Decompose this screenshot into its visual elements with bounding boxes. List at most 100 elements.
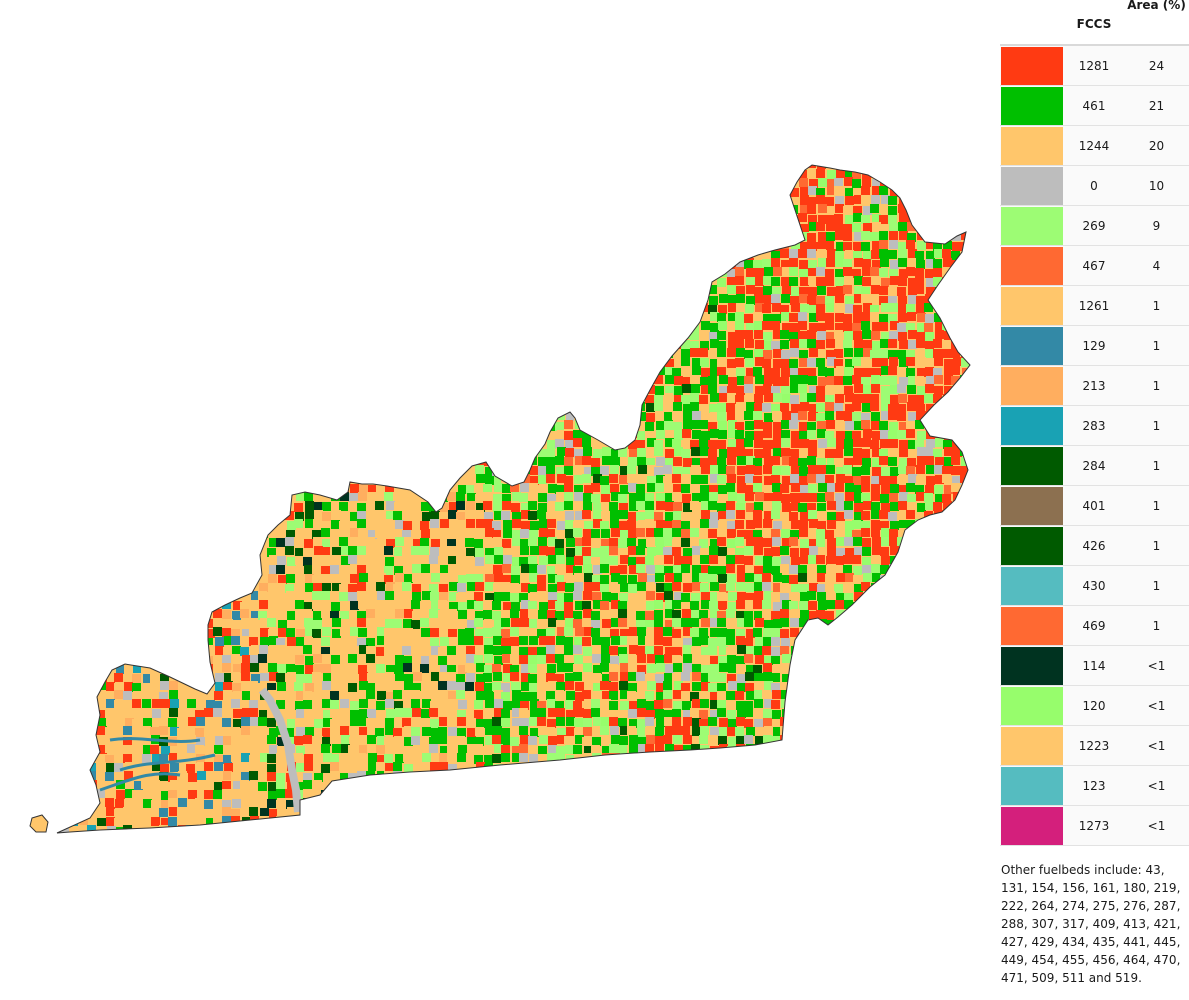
fuelbed-cell xyxy=(169,574,178,583)
fuelbed-cell xyxy=(440,519,449,528)
fuelbed-cell xyxy=(80,465,89,474)
fuelbed-cell xyxy=(521,165,530,169)
fuelbed-cell xyxy=(35,287,44,296)
fuelbed-cell xyxy=(169,357,178,366)
fuelbed-cell xyxy=(699,285,708,294)
fuelbed-cell xyxy=(861,521,870,530)
fuelbed-cell xyxy=(278,178,287,187)
fuelbed-cell xyxy=(547,393,556,402)
fuelbed-cell xyxy=(69,170,78,179)
fuelbed-cell xyxy=(719,233,728,242)
fuelbed-cell xyxy=(124,422,133,431)
fuelbed-cell xyxy=(510,214,519,223)
fuelbed-cell xyxy=(933,349,942,358)
fuelbed-cell xyxy=(519,332,528,341)
fuelbed-cell xyxy=(782,521,791,530)
fuelbed-cell xyxy=(231,385,240,394)
fuelbed-cell xyxy=(555,456,564,465)
fuelbed-cell xyxy=(736,510,745,519)
fuelbed-cell xyxy=(69,465,78,474)
fuelbed-cell xyxy=(944,314,953,323)
fuelbed-cell xyxy=(268,287,277,296)
fuelbed-cell xyxy=(395,422,404,431)
fuelbed-cell xyxy=(88,323,97,332)
fuelbed-cell xyxy=(735,177,744,186)
fuelbed-cell xyxy=(97,313,106,322)
fuelbed-cell xyxy=(861,528,870,537)
fuelbed-cell xyxy=(204,341,213,350)
fuelbed-cell xyxy=(727,574,736,583)
fuelbed-cell xyxy=(106,548,115,557)
fuelbed-cell xyxy=(826,556,835,565)
fuelbed-cell xyxy=(116,305,125,314)
fuelbed-cell xyxy=(816,169,825,178)
fuelbed-cell xyxy=(404,430,413,439)
fuelbed-cell xyxy=(114,393,123,402)
fuelbed-cell xyxy=(312,312,321,321)
fuelbed-cell xyxy=(764,548,773,557)
fuelbed-cell xyxy=(420,341,429,350)
fuelbed-cell xyxy=(962,564,970,573)
fuelbed-cell xyxy=(925,411,934,420)
fuelbed-cell xyxy=(719,529,728,538)
fuelbed-cell xyxy=(170,475,179,484)
fuelbed-cell xyxy=(843,242,852,251)
fuelbed-cell xyxy=(564,404,573,413)
fuelbed-cell xyxy=(618,276,627,285)
fuelbed-cell xyxy=(602,168,611,177)
fuelbed-cell xyxy=(484,332,493,341)
fuelbed-cell xyxy=(57,332,60,341)
fuelbed-cell xyxy=(665,321,674,330)
fuelbed-cell xyxy=(681,538,690,547)
fuelbed-cell xyxy=(259,258,268,267)
fuelbed-cell xyxy=(277,530,286,539)
fuelbed-cell xyxy=(134,205,143,214)
fuelbed-cell xyxy=(438,206,447,215)
fuelbed-cell xyxy=(78,330,87,339)
fuelbed-cell xyxy=(700,485,709,494)
fuelbed-cell xyxy=(161,555,170,564)
fuelbed-cell xyxy=(627,296,636,305)
fuelbed-cell xyxy=(259,377,268,386)
fuelbed-cell xyxy=(305,357,314,366)
fuelbed-cell xyxy=(314,250,323,259)
fuelbed-cell xyxy=(134,503,143,512)
fuelbed-cell xyxy=(798,312,807,321)
fuelbed-cell xyxy=(852,402,861,411)
fuelbed-cell xyxy=(483,195,492,204)
fuelbed-cell xyxy=(818,439,827,448)
fuelbed-cell xyxy=(628,165,637,169)
fuelbed-cell xyxy=(547,330,556,339)
fuelbed-cell xyxy=(438,358,447,367)
fuelbed-cell xyxy=(458,485,467,494)
fuelbed-cell xyxy=(79,295,88,304)
fuelbed-cell xyxy=(474,251,483,260)
fuelbed-cell xyxy=(557,305,566,314)
fuelbed-cell xyxy=(492,165,501,169)
fuelbed-cell xyxy=(502,422,511,431)
fuelbed-cell xyxy=(179,537,188,546)
fuelbed-cell xyxy=(789,267,798,276)
fuelbed-cell xyxy=(691,447,700,456)
fuelbed-cell xyxy=(943,241,952,250)
fuelbed-cell xyxy=(773,422,782,431)
fuelbed-cell xyxy=(944,368,953,377)
fuelbed-cell xyxy=(466,519,475,528)
fuelbed-cell xyxy=(628,177,637,186)
fuelbed-cell xyxy=(780,546,789,555)
fuelbed-cell xyxy=(674,168,683,177)
fuelbed-cell xyxy=(133,439,142,448)
fuelbed-cell xyxy=(313,494,322,503)
fuelbed-cell xyxy=(57,476,62,485)
fuelbed-cell xyxy=(340,165,349,170)
fuelbed-cell xyxy=(411,204,420,213)
fuelbed-cell xyxy=(268,483,277,492)
fuelbed-cell xyxy=(591,467,600,476)
fuelbed-cell xyxy=(503,520,512,529)
fuelbed-cell xyxy=(872,368,881,377)
fuelbed-cell xyxy=(285,546,294,555)
fuelbed-cell xyxy=(331,177,340,186)
fuelbed-cell xyxy=(168,179,177,188)
fuelbed-cell xyxy=(132,303,141,312)
fuelbed-cell xyxy=(951,466,960,475)
